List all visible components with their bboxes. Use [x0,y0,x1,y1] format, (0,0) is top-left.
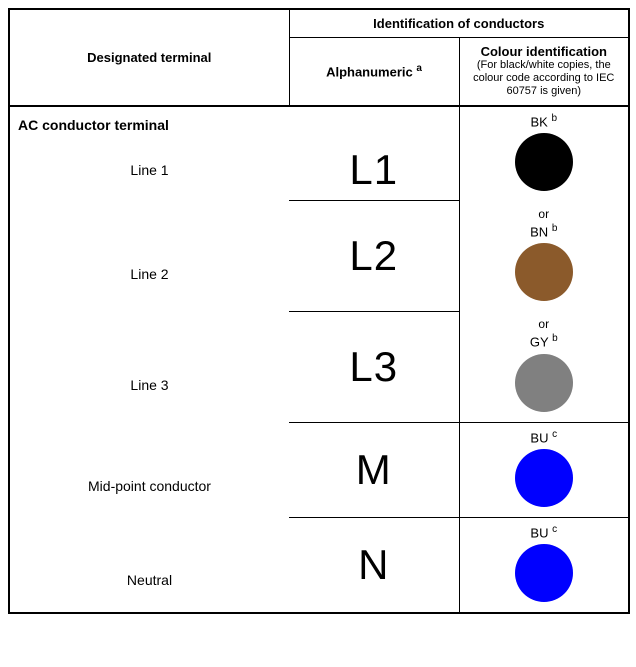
colour-code-0: BK b [468,113,621,129]
row-alnum-cell-3: M [289,422,459,517]
colour-cell-2: or GY b [459,311,629,422]
row-spacer-1 [9,201,289,238]
colour-swatch-4 [515,544,573,602]
conductor-identification-table: Designated terminal Identification of co… [8,8,630,614]
colour-swatch-2 [515,354,573,412]
colour-swatch-3 [515,449,573,507]
row-spacer-3 [9,422,289,454]
col-header-identification: Identification of conductors [289,9,629,38]
row-alnum-0: L1 [289,139,459,201]
colour-code-text-1: BN [530,224,548,239]
colour-cell-4: BU c [459,517,629,613]
colour-swatch-1 [515,243,573,301]
colour-title: Colour identification [481,44,607,59]
colour-cell-0: BK b [459,106,629,201]
col-header-alphanumeric: Alphanumeric a [289,38,459,106]
colour-swatch-0 [515,133,573,191]
colour-code-sup-0: b [551,113,557,124]
row-alnum-4: N [297,541,451,589]
row-spacer-2 [9,311,289,348]
colour-code-2: GY b [468,333,621,349]
colour-cell-1: or BN b [459,201,629,311]
row-label-1: Line 2 [9,238,289,312]
colour-code-1: BN b [468,223,621,239]
row-label-4: Neutral [9,548,289,613]
col-header-designated-terminal: Designated terminal [9,9,289,106]
col-header-colour: Colour identification (For black/white c… [459,38,629,106]
colour-code-sup-1: b [552,223,558,234]
or-2: or [468,317,621,333]
colour-code-3: BU c [468,429,621,445]
row-alnum-cell-1: L2 [289,201,459,311]
colour-code-text-4: BU [530,525,548,540]
section-title: AC conductor terminal [9,106,289,140]
colour-code-sup-3: c [552,429,557,440]
colour-code-text-0: BK [530,114,547,129]
row-alnum-3: M [297,446,451,494]
section-spacer-alnum [289,106,459,140]
alphanumeric-label: Alphanumeric [326,64,413,79]
alphanumeric-superscript: a [416,63,422,74]
row-alnum-1: L2 [297,232,451,280]
colour-code-sup-4: c [552,524,557,535]
row-label-3: Mid-point conductor [9,454,289,518]
colour-cell-3: BU c [459,422,629,517]
row-alnum-cell-2: L3 [289,311,459,422]
row-alnum-2: L3 [297,343,451,391]
row-alnum-cell-4: N [289,517,459,613]
or-1: or [468,207,621,223]
colour-note: (For black/white copies, the colour code… [468,59,621,99]
row-spacer-4 [9,517,289,548]
row-label-0: Line 1 [9,139,289,201]
colour-code-4: BU c [468,524,621,540]
colour-code-text-2: GY [530,335,549,350]
colour-code-text-3: BU [530,430,548,445]
colour-code-sup-2: b [552,333,558,344]
row-label-2: Line 3 [9,348,289,422]
